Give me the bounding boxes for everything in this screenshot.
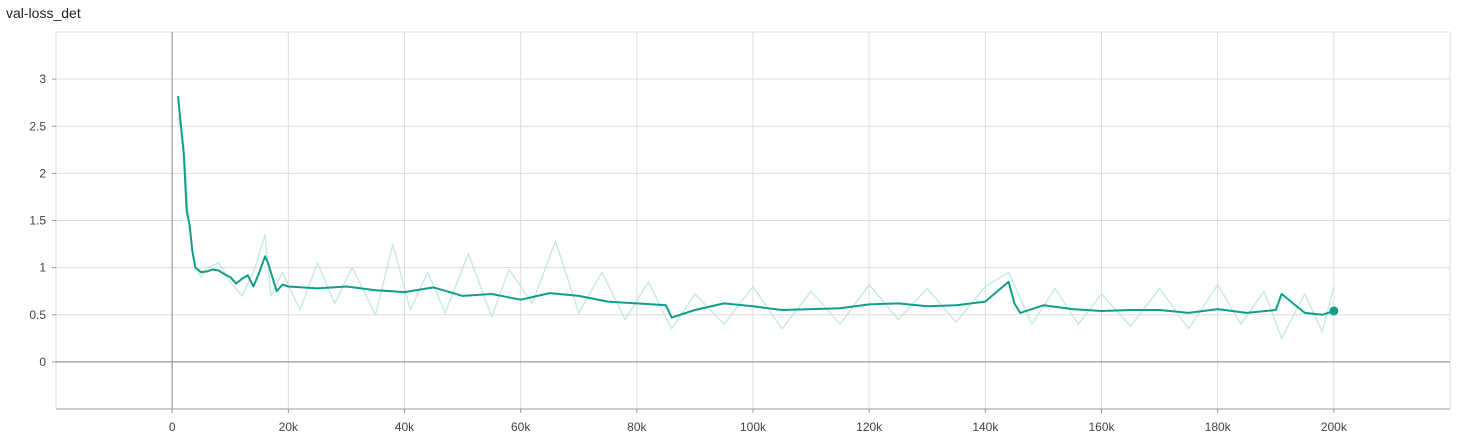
x-tick-label: 140k xyxy=(972,420,999,434)
y-tick-label: 3 xyxy=(39,72,46,86)
x-tick-label: 180k xyxy=(1205,420,1232,434)
x-tick-label: 120k xyxy=(856,420,883,434)
x-tick-label: 40k xyxy=(395,420,415,434)
y-tick-label: 1 xyxy=(39,261,46,275)
raw-series-line xyxy=(177,116,1335,339)
x-tick-label: 160k xyxy=(1088,420,1115,434)
series-layer xyxy=(177,96,1339,339)
x-tick-label: 100k xyxy=(740,420,767,434)
y-tick-label: 2.5 xyxy=(29,119,46,133)
y-tick-label: 0.5 xyxy=(29,308,46,322)
y-tick-label: 1.5 xyxy=(29,214,46,228)
y-tick-label: 0 xyxy=(39,355,46,369)
chart-title: val-loss_det xyxy=(6,5,81,21)
x-tick-label: 80k xyxy=(627,420,647,434)
y-tick-label: 2 xyxy=(39,166,46,180)
x-tick-label: 20k xyxy=(279,420,299,434)
smoothed-series-line xyxy=(177,96,1335,319)
last-point-marker xyxy=(1329,306,1339,316)
x-tick-label: 0 xyxy=(169,420,176,434)
x-tick-label: 60k xyxy=(511,420,531,434)
tick-label-layer: 0 20k 40k 60k 80k 100k 120k 140k 160k 180k 200k 0 0.… xyxy=(29,72,1348,434)
axis-layer xyxy=(52,32,1450,413)
grid-layer xyxy=(55,31,1451,409)
x-tick-label: 200k xyxy=(1321,420,1348,434)
